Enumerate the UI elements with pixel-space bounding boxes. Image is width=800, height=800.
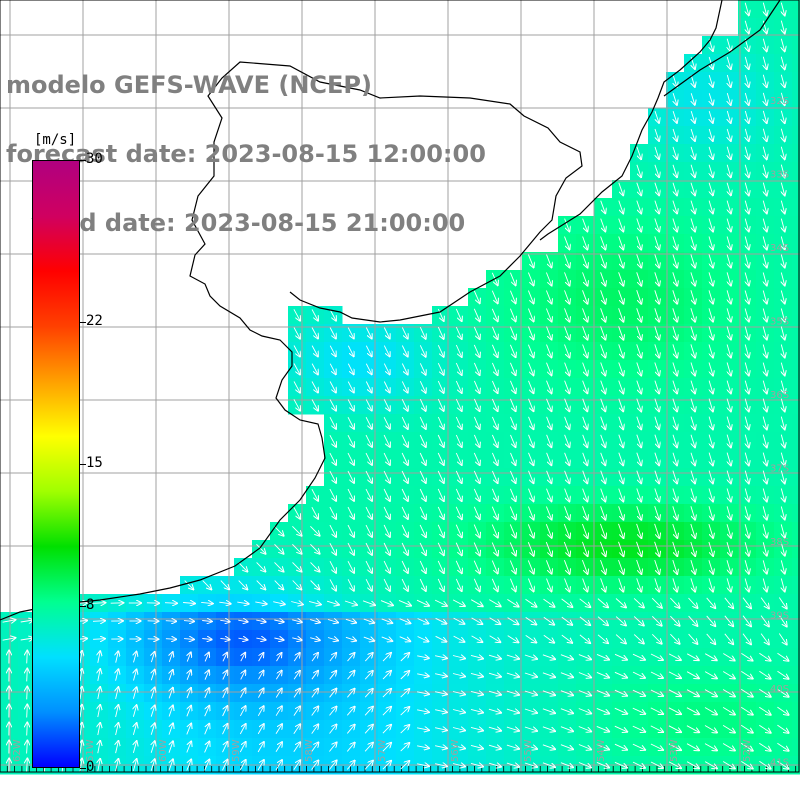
speed-cell (792, 666, 800, 685)
latitude-label: 38S (770, 537, 789, 548)
speed-cell (792, 522, 800, 541)
colorbar-tick-label: 0 (86, 759, 95, 775)
speed-cell (792, 468, 800, 487)
latitude-label: 40S (770, 684, 789, 695)
speed-cell (792, 36, 800, 55)
wind-arrow (727, 2, 731, 16)
wind-arrow (27, 651, 28, 664)
speed-cell (792, 630, 800, 649)
speed-cell (792, 144, 800, 163)
wind-arrow (92, 603, 106, 604)
colorbar (32, 160, 80, 768)
speed-cell (792, 216, 800, 235)
speed-cell (792, 648, 800, 667)
longitude-label: 62W (12, 739, 23, 762)
latitude-label: 37S (770, 464, 789, 475)
longitude-label: 59W (231, 739, 242, 762)
longitude-label: 57W (377, 739, 388, 762)
wind-arrow (165, 639, 176, 640)
speed-cell (792, 198, 800, 217)
longitude-label: 54W (596, 739, 607, 762)
latitude-label: 36S (770, 390, 789, 401)
latitude-label: 41S (770, 758, 789, 769)
speed-cell (792, 18, 800, 37)
speed-cell (792, 108, 800, 127)
wind-arrow (92, 621, 105, 622)
latitude-label: 34S (770, 243, 789, 254)
colorbar-tick-label: 22 (86, 313, 103, 330)
wind-arrow (93, 639, 105, 640)
wind-arrow (27, 669, 28, 682)
speed-cell (792, 576, 800, 595)
latitude-label: 32S (770, 96, 789, 107)
speed-cell (792, 234, 800, 253)
speed-cell (792, 162, 800, 181)
speed-cell (792, 324, 800, 343)
longitude-label: 56W (450, 739, 461, 762)
speed-cell (792, 612, 800, 631)
speed-cell (792, 378, 800, 397)
speed-cell (792, 396, 800, 415)
speed-cell (792, 270, 800, 289)
speed-cell (792, 594, 800, 613)
longitude-label: 58W (304, 739, 315, 762)
speed-cell (792, 342, 800, 361)
colorbar-tick-label: 8 (86, 596, 95, 613)
wind-arrow (27, 705, 28, 718)
colorbar-tick-label: 30 (86, 151, 103, 167)
wind-arrow (165, 621, 176, 622)
speed-cell (792, 432, 800, 451)
speed-cell (792, 540, 800, 559)
colorbar-unit: [m/s] (34, 132, 77, 148)
speed-cell (792, 486, 800, 505)
speed-cell (792, 0, 800, 19)
longitude-label: 52W (742, 739, 753, 762)
model-name: modelo GEFS-WAVE (NCEP) (6, 71, 372, 99)
speed-cell (792, 288, 800, 307)
speed-cell (792, 54, 800, 73)
speed-cell (792, 306, 800, 325)
colorbar-tick-label: 15 (86, 455, 103, 471)
speed-cell (792, 180, 800, 199)
speed-cell (792, 702, 800, 721)
wind-arrow (27, 687, 28, 700)
speed-cell (792, 450, 800, 469)
speed-cell (792, 90, 800, 109)
speed-cell (792, 720, 800, 739)
wind-arrow (164, 603, 177, 604)
speed-cell (792, 126, 800, 145)
speed-cell (792, 414, 800, 433)
longitude-label: 60W (158, 739, 169, 762)
speed-cell (792, 684, 800, 703)
latitude-label: 33S (770, 170, 789, 181)
longitude-label: 55W (523, 739, 534, 762)
latitude-label: 35S (770, 317, 789, 328)
speed-cell (792, 360, 800, 379)
wind-arrow (727, 20, 731, 34)
latitude-label: 39S (770, 611, 789, 622)
speed-cell (792, 504, 800, 523)
speed-cell (792, 558, 800, 577)
speed-cell (792, 252, 800, 271)
longitude-label: 53W (669, 739, 680, 762)
speed-cell (792, 72, 800, 91)
wind-arrow (27, 723, 28, 736)
